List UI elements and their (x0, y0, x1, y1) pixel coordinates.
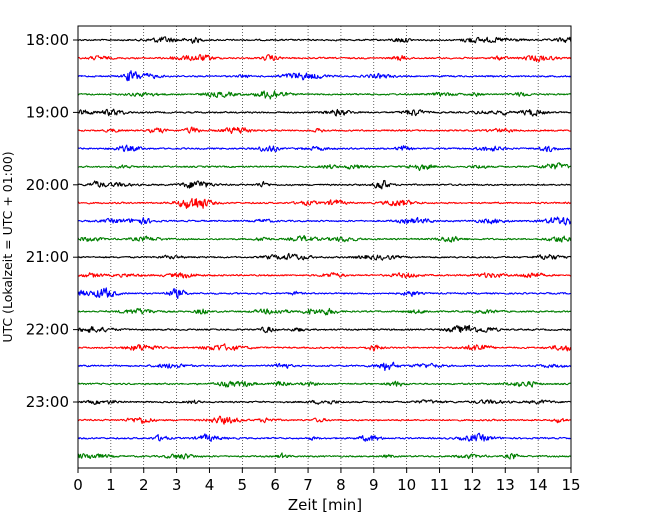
x-tick-label: 6 (270, 476, 280, 494)
plot-frame (77, 25, 572, 469)
x-tick-label: 13 (496, 476, 515, 494)
x-tick-label: 12 (463, 476, 482, 494)
trace-1930 (77, 144, 572, 153)
trace-2230 (77, 361, 571, 372)
x-tick-label: 9 (369, 476, 379, 494)
trace-2030 (77, 216, 572, 226)
trace-2145 (77, 307, 572, 316)
x-axis-ticks: 0 1 2 3 4 5 6 7 8 9 10 11 12 13 14 15 (73, 468, 581, 494)
y-tick-label: 23:00 (26, 393, 69, 411)
y-tick-label: 22:00 (26, 321, 69, 339)
trace-1815 (77, 53, 572, 63)
trace-2115 (77, 272, 572, 279)
trace-1800 (77, 36, 572, 44)
y-axis-ticks: 18:00 19:00 20:00 21:00 22:00 23:00 (26, 31, 78, 411)
x-tick-label: 3 (172, 476, 182, 494)
x-tick-label: 11 (430, 476, 449, 494)
x-tick-label: 7 (303, 476, 313, 494)
x-tick-label: 10 (397, 476, 416, 494)
trace-1830 (77, 70, 572, 82)
seismic-traces (77, 36, 572, 460)
y-tick-label: 21:00 (26, 248, 69, 266)
x-tick-label: 8 (336, 476, 346, 494)
trace-2100 (77, 252, 572, 261)
y-axis-label: UTC (Lokalzeit = UTC + 01:00) (0, 151, 15, 342)
trace-2215 (77, 343, 572, 352)
x-tick-label: 4 (205, 476, 215, 494)
x-tick-label: 2 (139, 476, 149, 494)
x-tick-label: 1 (106, 476, 116, 494)
trace-2045 (77, 234, 572, 243)
trace-1900 (77, 108, 572, 117)
trace-1945 (77, 162, 572, 172)
trace-2330 (77, 432, 571, 442)
trace-1915 (77, 126, 572, 135)
trace-2015 (77, 197, 572, 209)
x-axis-label: Zeit [min] (288, 496, 362, 514)
trace-2000 (78, 179, 572, 190)
y-tick-label: 19:00 (26, 103, 69, 121)
trace-2130 (77, 287, 571, 299)
trace-2200 (77, 324, 572, 334)
trace-2315 (78, 415, 572, 425)
x-tick-label: 5 (238, 476, 248, 494)
x-tick-label: 0 (73, 476, 83, 494)
trace-2345 (77, 452, 572, 460)
trace-1845 (77, 90, 572, 100)
trace-2245 (77, 380, 572, 388)
y-tick-label: 18:00 (26, 31, 69, 49)
x-tick-label: 15 (561, 476, 580, 494)
x-tick-label: 14 (529, 476, 548, 494)
trace-2300 (77, 399, 572, 405)
y-tick-label: 20:00 (26, 176, 69, 194)
